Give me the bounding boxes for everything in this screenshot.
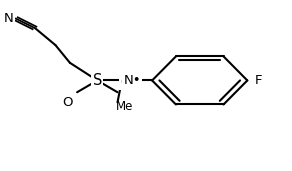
Text: N•: N•: [123, 74, 141, 87]
Text: O: O: [120, 76, 130, 89]
Text: Me: Me: [116, 100, 133, 113]
Text: N: N: [4, 12, 14, 25]
Text: O: O: [62, 96, 73, 109]
Text: S: S: [93, 73, 102, 88]
Text: F: F: [255, 74, 262, 87]
